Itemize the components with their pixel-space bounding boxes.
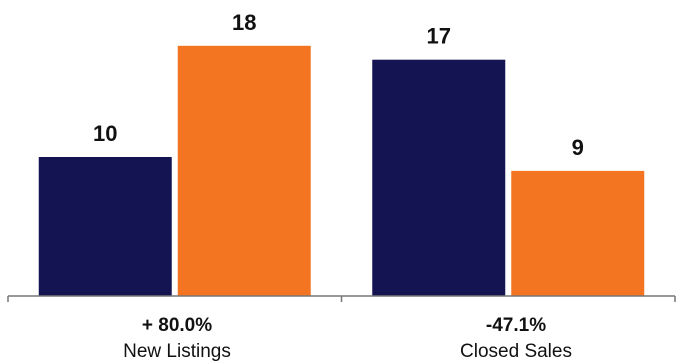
change-label-new-listings: + 80.0% bbox=[142, 315, 212, 336]
value-label-closed-sales-series-2: 9 bbox=[572, 135, 584, 160]
bar-new-listings-series-1 bbox=[38, 157, 172, 296]
bars-group bbox=[38, 45, 645, 297]
change-label-closed-sales: -47.1% bbox=[486, 315, 546, 336]
x-axis-ticks bbox=[7, 296, 676, 302]
value-label-new-listings-series-1: 10 bbox=[93, 121, 117, 146]
bar-closed-sales-series-1 bbox=[372, 59, 506, 297]
value-labels-group: 10 18 17 9 bbox=[93, 10, 584, 160]
value-label-new-listings-series-2: 18 bbox=[232, 10, 256, 35]
category-label-closed-sales: Closed Sales bbox=[460, 341, 572, 362]
category-label-new-listings: New Listings bbox=[123, 341, 231, 362]
bar-new-listings-series-2 bbox=[177, 45, 311, 296]
value-label-closed-sales-series-1: 17 bbox=[427, 24, 451, 49]
bar-closed-sales-series-2 bbox=[511, 170, 645, 296]
